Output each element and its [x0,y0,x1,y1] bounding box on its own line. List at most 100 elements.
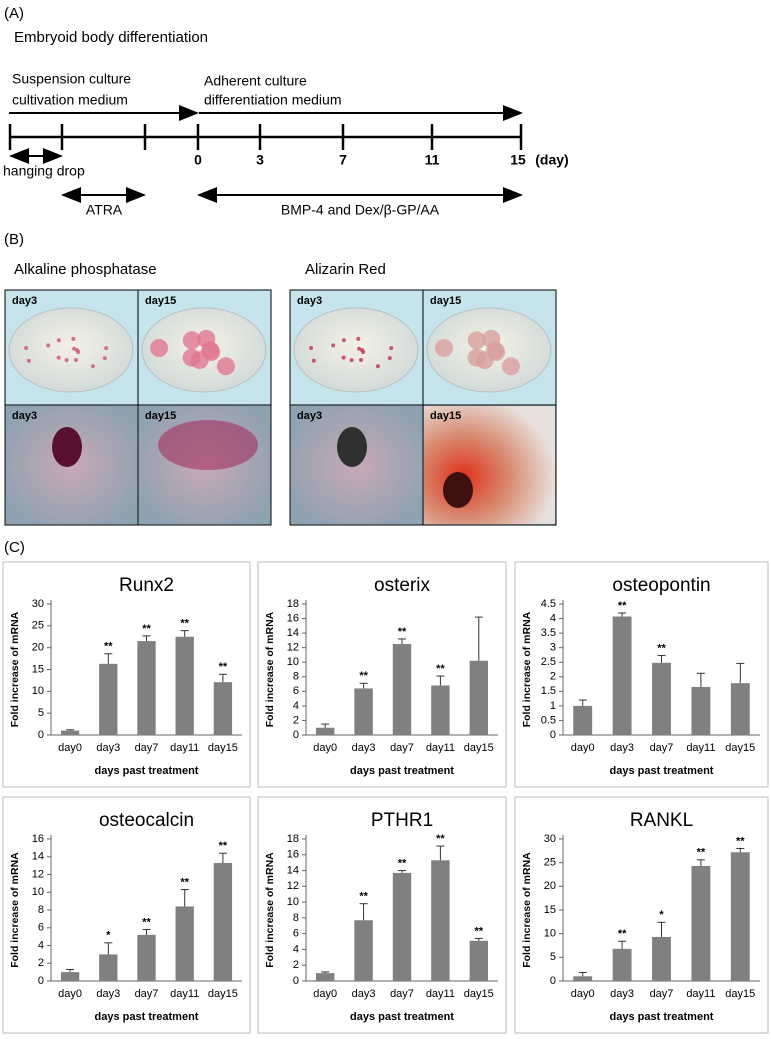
colony [90,364,95,369]
colony [375,364,380,369]
x-tick-label: day0 [313,742,337,754]
x-tick-label: day15 [725,742,755,754]
y-tick-label: 4 [293,943,299,955]
bar [315,727,335,735]
y-tick-label: 14 [32,851,44,863]
chart-title: osterix [374,575,430,596]
colony [435,339,454,358]
chart-frame [514,561,769,788]
significance: ** [618,600,627,612]
day-label: 15 [510,152,526,168]
y-tick-label: 0 [293,729,299,741]
y-tick-label: 0 [38,729,44,741]
bar [213,682,233,735]
colony [102,356,107,361]
colony [356,336,361,341]
colony [104,346,109,351]
y-tick-label: 25 [32,620,44,632]
y-tick-label: 5 [550,951,556,963]
bar [315,973,335,981]
photo-label: day3 [297,410,322,422]
chart: Runx2 0 5 10 15 20 25 30 day0 day3 day7 day11 day15 d… [2,561,251,788]
x-axis-label: days past treatment [95,765,199,777]
y-tick-label: 30 [32,598,44,610]
x-tick-label: day0 [571,742,595,754]
y-tick-label: 16 [32,833,44,845]
x-tick-label: day0 [58,988,82,1000]
y-tick-label: 0 [293,975,299,987]
colony [311,358,316,363]
y-tick-label: 20 [544,880,556,892]
bar [573,976,593,981]
x-tick-label: day3 [96,988,120,1000]
chart: osteopontin 0 0.5 1 1.5 2 2.5 3 3.5 4 4.5 day0 day3 d… [514,561,769,788]
y-tick-label: 18 [287,598,299,610]
significance: ** [142,623,151,635]
stain-title: Alkaline phosphatase [14,261,157,278]
y-tick-label: 14 [287,627,299,639]
bar [431,860,450,981]
y-tick-label: 12 [287,880,299,892]
significance: ** [475,925,484,937]
chart-frame [2,561,251,788]
colony [75,348,80,353]
x-axis-label: days past treatment [350,1011,454,1023]
bar [354,688,373,735]
colony [341,355,346,360]
stage-text: Suspension culture [12,71,131,87]
photo-label: day15 [145,410,176,422]
colony [341,338,346,343]
y-axis-label: Fold increase of mRNA [264,852,276,968]
stage-text: BMP-4 and Dex/β-GP/AA [281,202,440,218]
stage-text: differentiation medium [204,92,341,108]
x-tick-label: day0 [571,988,595,1000]
x-tick-label: day7 [135,742,159,754]
x-tick-label: day3 [352,742,376,754]
bar [612,948,632,981]
significance: ** [142,916,151,928]
x-tick-label: day3 [352,988,376,1000]
day-label: 11 [425,152,440,168]
y-tick-label: 3 [550,642,556,654]
y-tick-label: 2.5 [541,656,556,668]
y-tick-label: 12 [32,868,44,880]
photo-label: day15 [145,295,176,307]
significance: ** [219,840,228,852]
y-tick-label: 10 [32,685,44,697]
y-tick-label: 1 [550,700,556,712]
chart-title: osteocalcin [99,810,194,831]
x-axis-label: days past treatment [610,1011,714,1023]
colony [357,346,362,351]
x-tick-label: day0 [58,742,82,754]
significance: * [659,909,664,921]
day-label: 7 [339,152,347,168]
colony [71,336,76,341]
bar [730,852,750,981]
colony [46,343,51,348]
chart-title: Runx2 [119,575,174,596]
bar [469,660,489,735]
colony [190,351,209,370]
colony [309,346,314,351]
y-tick-label: 3.5 [541,627,556,639]
significance: ** [219,661,228,673]
significance: ** [398,857,407,869]
bar [431,685,450,735]
chart: osteocalcin 0 2 4 6 8 10 12 14 16 day0 day3 day7 day1… [2,796,251,1034]
bar [354,920,373,981]
chart-frame [514,796,769,1034]
x-tick-label: day15 [464,742,494,754]
significance: ** [180,618,189,630]
significance: ** [359,891,368,903]
chart-frame [2,796,251,1034]
y-tick-label: 4 [293,700,299,712]
x-axis-label: days past treatment [95,1011,199,1023]
y-tick-label: 6 [293,928,299,940]
y-tick-label: 10 [32,886,44,898]
x-tick-label: day11 [170,742,199,754]
nodule [52,427,82,467]
bar [691,686,711,735]
dish [293,307,419,393]
